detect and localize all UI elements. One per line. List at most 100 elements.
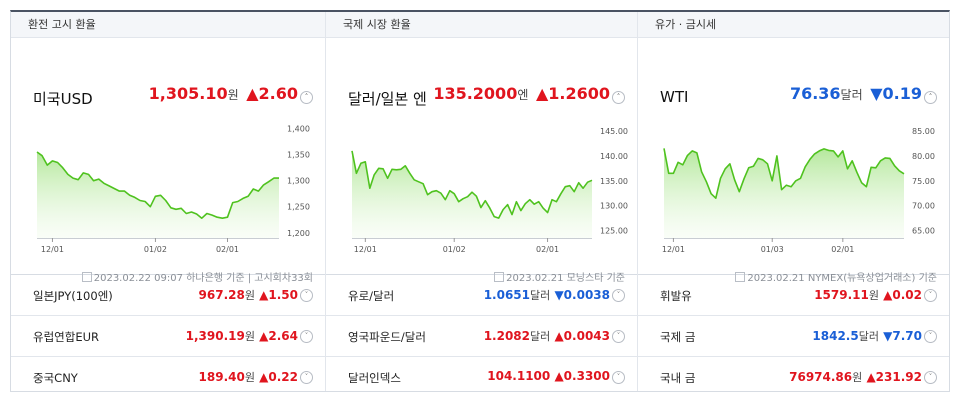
list-item[interactable]: 일본JPY(100엔) 967.28원 ▲1.50 ˅ xyxy=(11,275,325,316)
item-change: ▲2.64 xyxy=(259,329,298,343)
item-value: 1842.5달러 ▼7.70 xyxy=(812,328,922,344)
expand-toggle-icon[interactable]: ˅ xyxy=(300,289,313,302)
x-tick-label: 02/01 xyxy=(831,245,854,254)
column-header[interactable]: 유가 · 금시세 xyxy=(638,12,949,38)
item-unit: 달러 xyxy=(530,330,551,343)
source-note-text: 2023.02.22 09:07 하나은행 기준 | 고시회차33회 xyxy=(93,273,313,284)
y-tick-label: 70.00 xyxy=(912,202,935,211)
expand-toggle-icon[interactable]: ˅ xyxy=(300,330,313,343)
main-quote-panel[interactable]: 미국USD 1,305.10원 ▲2.60 ˄ 1,400 1,350 1,300 1… xyxy=(11,38,325,284)
list-item[interactable]: 휘발유 1579.11원 ▲0.02 ˅ xyxy=(638,275,949,316)
calendar-icon xyxy=(81,272,92,282)
usd-krw-chart: 1,400 1,350 1,300 1,250 1,200 12/01 01/02 02/01 xyxy=(36,125,310,254)
source-note: 2023.02.21 모닝스타 기준 xyxy=(494,269,625,284)
item-name[interactable]: 휘발유 xyxy=(660,289,692,303)
list-item[interactable]: 유럽연합EUR 1,390.19원 ▲2.64 ˅ xyxy=(11,316,325,357)
quote-value: 76.36 xyxy=(789,84,841,103)
item-price: 1842.5 xyxy=(812,329,859,343)
item-change: ▼7.70 xyxy=(883,329,922,343)
item-change: ▲0.02 xyxy=(883,288,922,302)
item-price: 1,390.19 xyxy=(185,329,245,343)
item-name[interactable]: 국제 금 xyxy=(660,330,696,344)
x-tick-label: 02/01 xyxy=(536,245,559,254)
main-quote-value: 76.36달러 ▼0.19 xyxy=(790,84,922,103)
item-value: 189.40원 ▲0.22 xyxy=(199,369,298,385)
item-unit: 원 xyxy=(852,371,863,384)
calendar-icon xyxy=(494,272,505,282)
quote-change: ▼0.19 xyxy=(870,84,922,103)
y-tick-label: 1,300 xyxy=(287,177,310,186)
expand-toggle-icon[interactable]: ˅ xyxy=(612,330,625,343)
source-note-text: 2023.02.21 NYMEX(뉴욕상업거래소) 기준 xyxy=(747,273,937,284)
list-item[interactable]: 국내 금 76974.86원 ▲231.92 ˅ xyxy=(638,357,949,397)
y-tick-label: 1,350 xyxy=(287,151,310,160)
item-name[interactable]: 유럽연합EUR xyxy=(33,330,99,344)
usd-jpy-chart: 145.00 140.00 135.00 130.00 125.00 12/01 01/02… xyxy=(351,127,628,254)
item-price: 1.2082 xyxy=(483,329,531,343)
y-tick-label: 1,200 xyxy=(287,229,310,238)
expand-toggle-icon[interactable]: ˅ xyxy=(300,371,313,384)
x-tick-label: 01/02 xyxy=(443,245,466,254)
main-quote-value: 135.2000엔 ▲1.2600 xyxy=(433,84,610,103)
y-tick-label: 140.00 xyxy=(600,152,628,161)
expand-toggle-icon[interactable]: ˅ xyxy=(924,371,937,384)
item-name[interactable]: 유로/달러 xyxy=(348,289,395,303)
collapse-toggle-icon[interactable]: ˄ xyxy=(924,91,937,104)
y-tick-label: 130.00 xyxy=(600,202,628,211)
main-quote-name[interactable]: 미국USD xyxy=(33,90,93,108)
item-price: 76974.86 xyxy=(789,370,853,384)
item-change: ▲1.50 xyxy=(259,288,298,302)
item-unit: 원 xyxy=(244,330,255,343)
expand-toggle-icon[interactable]: ˅ xyxy=(612,289,625,302)
y-tick-label: 80.00 xyxy=(912,152,935,161)
main-quote-panel[interactable]: 달러/일본 엔 135.2000엔 ▲1.2600 ˄ 145.00 140.00… xyxy=(326,38,637,284)
item-name[interactable]: 영국파운드/달러 xyxy=(348,330,426,344)
item-value: 1579.11원 ▲0.02 xyxy=(814,287,922,303)
list-item[interactable]: 달러인덱스 104.1100 ▲0.3300 ˅ xyxy=(326,357,637,397)
main-quote-name[interactable]: WTI xyxy=(660,88,689,106)
item-price: 189.40 xyxy=(198,370,245,384)
item-price: 104.1100 xyxy=(487,369,551,383)
column-international-fx: 국제 시장 환율 달러/일본 엔 135.2000엔 ▲1.2600 ˄ 145… xyxy=(325,12,637,391)
column-header[interactable]: 환전 고시 환율 xyxy=(11,12,325,38)
x-tick-label: 01/02 xyxy=(144,245,167,254)
item-unit: 달러 xyxy=(858,330,879,343)
main-quote-panel[interactable]: WTI 76.36달러 ▼0.19 ˄ 85.00 80.00 75.00 70.00… xyxy=(638,38,949,284)
y-tick-label: 65.00 xyxy=(912,227,935,236)
column-oil-gold: 유가 · 금시세 WTI 76.36달러 ▼0.19 ˄ 85.00 80.00 7… xyxy=(637,12,949,391)
item-price: 967.28 xyxy=(198,288,245,302)
main-quote-name[interactable]: 달러/일본 엔 xyxy=(348,90,427,108)
y-tick-label: 145.00 xyxy=(600,127,628,136)
item-name[interactable]: 일본JPY(100엔) xyxy=(33,289,113,303)
y-tick-label: 1,400 xyxy=(287,125,310,134)
list-item[interactable]: 영국파운드/달러 1.2082달러 ▲0.0043 ˅ xyxy=(326,316,637,357)
collapse-toggle-icon[interactable]: ˄ xyxy=(612,91,625,104)
item-change: ▲0.0043 xyxy=(554,329,610,343)
list-item[interactable]: 국제 금 1842.5달러 ▼7.70 ˅ xyxy=(638,316,949,357)
item-name[interactable]: 달러인덱스 xyxy=(348,371,401,385)
item-name[interactable]: 국내 금 xyxy=(660,371,696,385)
item-change: ▲0.22 xyxy=(259,370,298,384)
list-item[interactable]: 중국CNY 189.40원 ▲0.22 ˅ xyxy=(11,357,325,397)
x-tick-label: 12/01 xyxy=(41,245,64,254)
list-item[interactable]: 유로/달러 1.0651달러 ▼0.0038 ˅ xyxy=(326,275,637,316)
item-name[interactable]: 중국CNY xyxy=(33,371,78,385)
item-value: 1.2082달러 ▲0.0043 xyxy=(484,328,610,344)
quote-unit: 엔 xyxy=(517,88,529,102)
quote-change: ▲2.60 xyxy=(246,84,298,103)
expand-toggle-icon[interactable]: ˅ xyxy=(924,330,937,343)
expand-toggle-icon[interactable]: ˅ xyxy=(612,371,625,384)
item-unit: 원 xyxy=(244,289,255,302)
column-header[interactable]: 국제 시장 환율 xyxy=(326,12,637,38)
y-tick-label: 85.00 xyxy=(912,127,935,136)
expand-toggle-icon[interactable]: ˅ xyxy=(924,289,937,302)
wti-chart: 85.00 80.00 75.00 70.00 65.00 12/01 01/03 02/01 xyxy=(662,127,935,254)
y-tick-label: 135.00 xyxy=(600,177,628,186)
quote-unit: 원 xyxy=(227,88,239,102)
item-change: ▲231.92 xyxy=(866,370,922,384)
quote-unit: 달러 xyxy=(840,88,863,102)
column-exchange-notice: 환전 고시 환율 미국USD 1,305.10원 ▲2.60 ˄ 1,400 1,… xyxy=(11,12,325,391)
collapse-toggle-icon[interactable]: ˄ xyxy=(300,91,313,104)
x-tick-label: 12/01 xyxy=(662,245,685,254)
x-tick-label: 02/01 xyxy=(216,245,239,254)
